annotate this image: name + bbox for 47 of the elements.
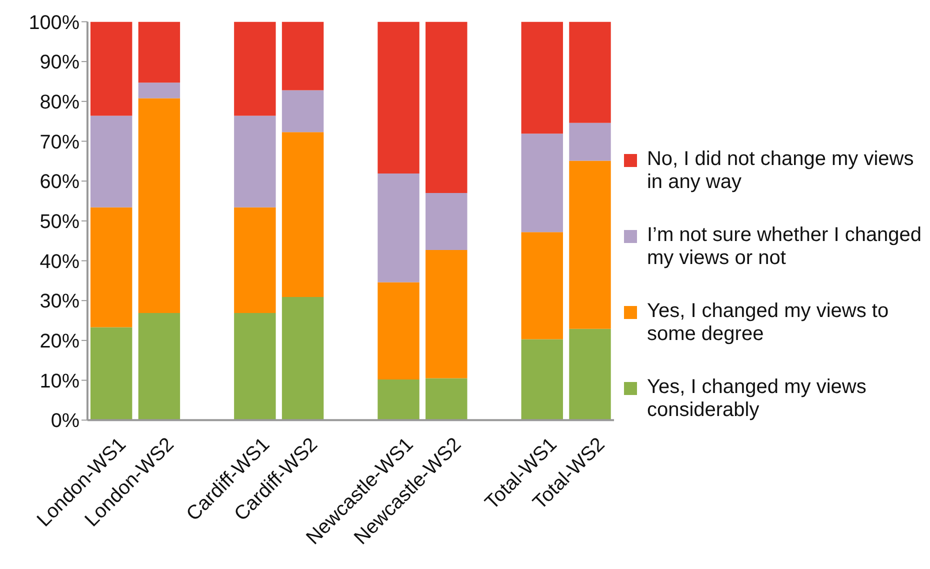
bar [521,22,563,134]
bar [234,116,276,208]
y-tick-label: 10% [40,370,80,392]
bar [378,22,420,174]
legend-label: Yes, I changed my views to some degree [646,300,890,346]
bar [90,327,132,420]
legend-label: No, I did not change my views in any way [646,148,915,194]
bar [138,22,180,83]
bar [90,116,132,208]
bar [138,312,180,420]
bar [90,22,132,116]
bar [282,90,324,132]
bar [569,22,611,123]
bar [138,82,180,98]
y-tick-label: 50% [40,210,80,233]
y-tick-label: 0% [50,410,80,432]
bar [426,22,468,194]
legend-label: Yes, I changed my views considerably [646,376,868,422]
y-tick-label: 20% [40,330,80,352]
bar [521,232,563,340]
bar [426,378,468,420]
legend-label: I’m not sure whether I changed my views or not [646,224,922,270]
bar [138,98,180,313]
y-tick-label: 80% [40,91,80,114]
bar [426,193,468,250]
y-tick-label: 30% [40,290,80,313]
bar [282,297,324,420]
bar [521,134,563,232]
bar [378,282,420,380]
bar [234,312,276,420]
y-tick-label: 90% [40,52,80,74]
bar [282,132,324,298]
bar [234,22,276,116]
y-tick-label: 40% [40,250,80,273]
bar [569,122,611,161]
y-tick-label: 70% [40,131,80,154]
bar [234,207,276,313]
bar [426,250,468,378]
bar [521,339,563,420]
bar [378,379,420,420]
bar [378,174,420,282]
y-tick-label: 60% [40,171,80,194]
y-tick-label: 100% [28,12,80,34]
bar [282,22,324,90]
bar [90,207,132,328]
bar [569,328,611,420]
bar [569,160,611,329]
